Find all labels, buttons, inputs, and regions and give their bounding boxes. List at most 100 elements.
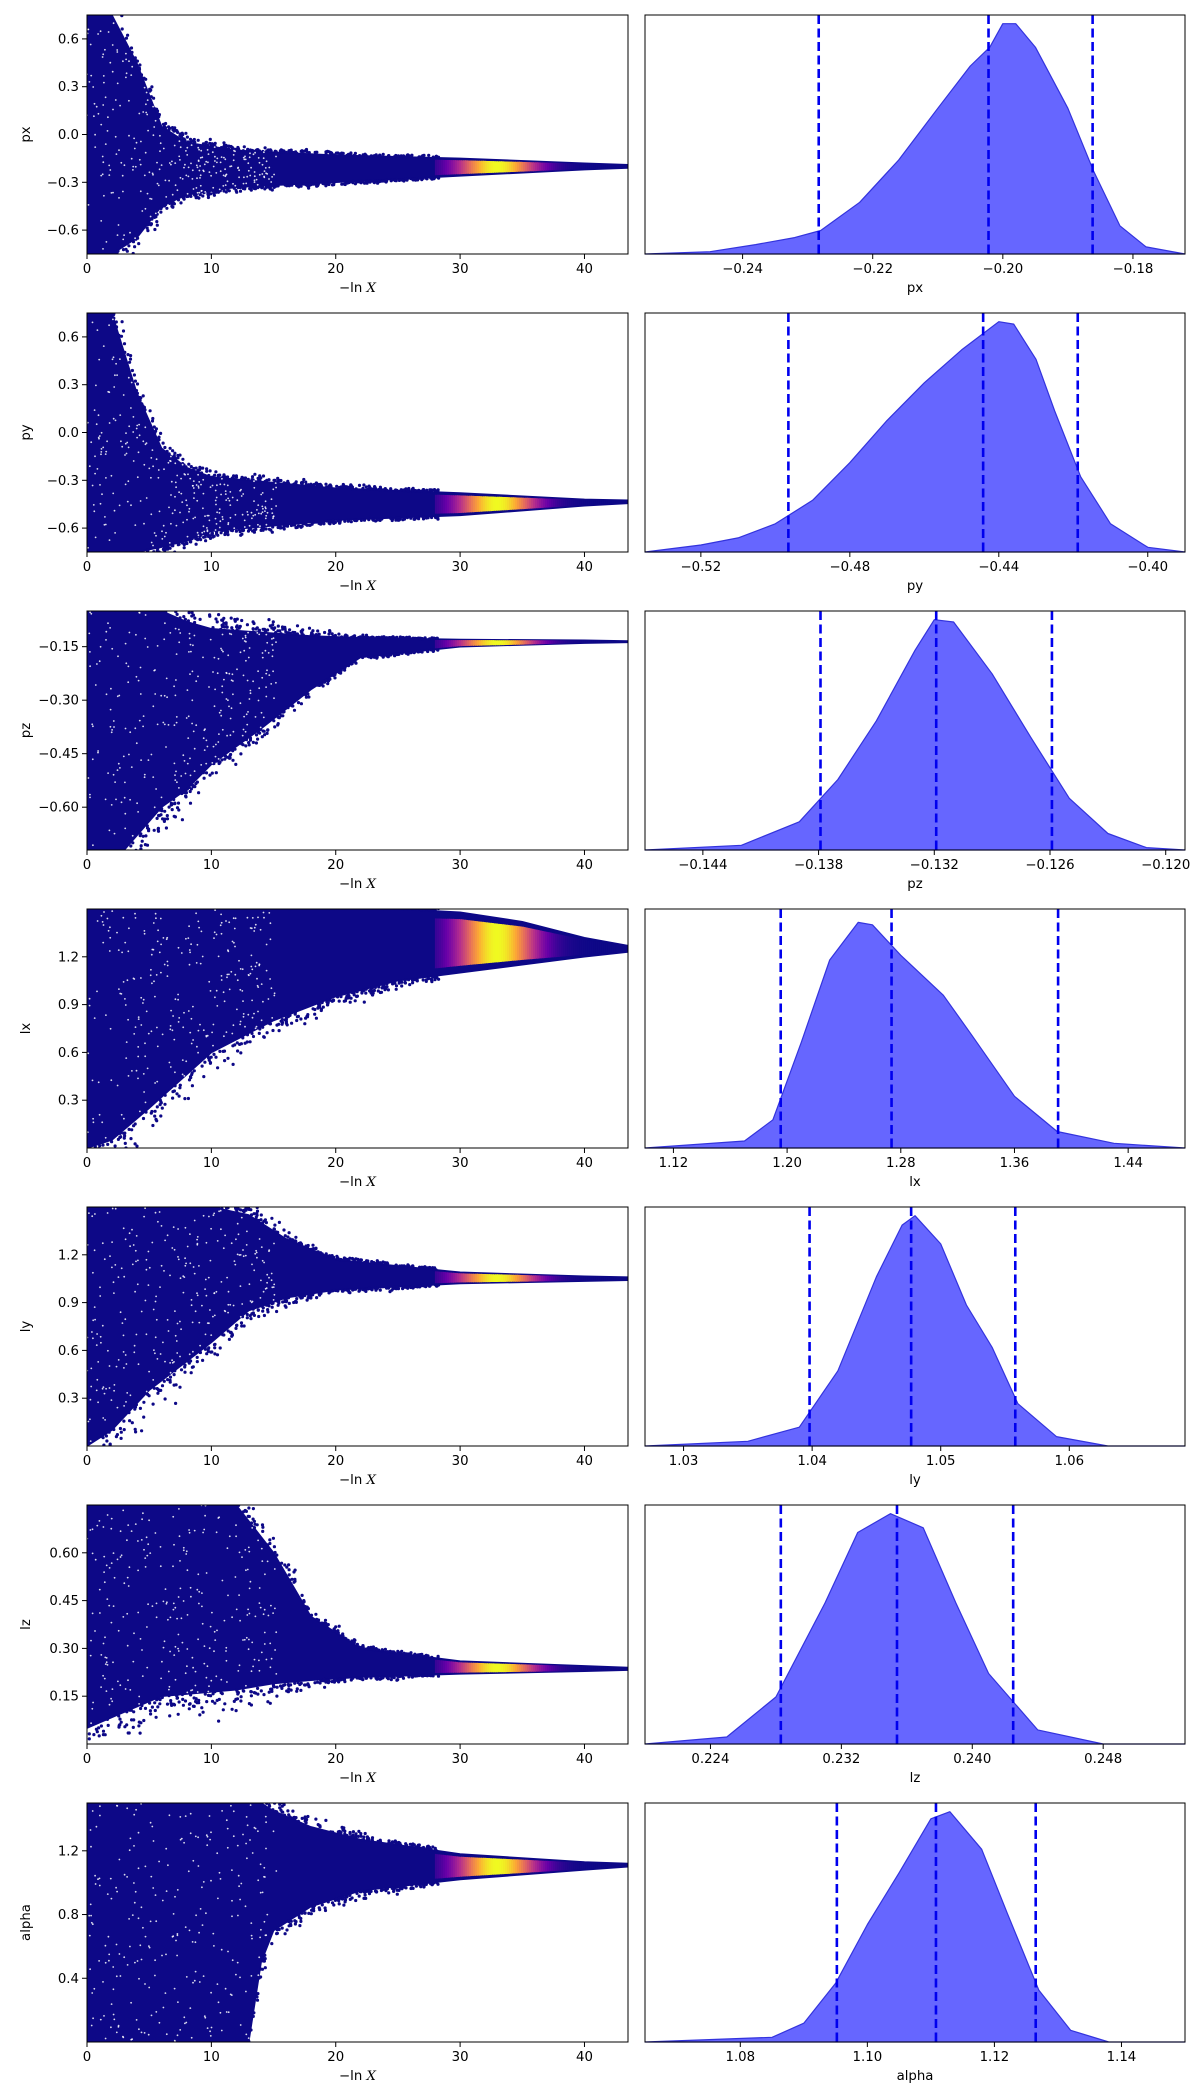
trace-point xyxy=(122,1419,126,1423)
trace-gap xyxy=(122,394,125,396)
trace-gap xyxy=(94,536,97,539)
trace-point xyxy=(324,1680,328,1684)
trace-gap xyxy=(94,1213,96,1215)
trace-gap xyxy=(223,1309,226,1312)
trace-point xyxy=(367,1286,371,1290)
trace-gap xyxy=(188,925,191,928)
trace-point xyxy=(261,474,266,478)
trace-gap xyxy=(214,155,216,158)
trace-point xyxy=(271,623,275,627)
trace-gap xyxy=(155,974,158,976)
trace-gap xyxy=(189,774,192,777)
trace-gap xyxy=(258,1659,260,1662)
trace-gap xyxy=(148,1266,151,1269)
y-tick-label: 1.2 xyxy=(58,950,79,965)
trace-gap xyxy=(145,91,148,94)
trace-gap xyxy=(227,497,230,500)
trace-gap xyxy=(257,699,260,702)
trace-gap xyxy=(215,743,217,746)
trace-point xyxy=(239,1051,243,1055)
trace-point xyxy=(198,467,202,471)
trace-point xyxy=(267,527,271,531)
trace-gap xyxy=(152,465,155,468)
trace-gap xyxy=(109,61,112,64)
trace-gap xyxy=(167,461,170,464)
trace-point xyxy=(269,185,273,189)
trace-point xyxy=(375,518,380,522)
trace-point xyxy=(404,636,408,640)
trace-gap xyxy=(143,1091,146,1093)
trace-gap xyxy=(151,449,154,451)
trace-gap xyxy=(259,928,262,931)
trace-point xyxy=(293,1568,297,1572)
trace-point xyxy=(122,342,127,346)
trace-point xyxy=(337,1677,342,1682)
trace-gap xyxy=(145,1536,148,1539)
trace-gap xyxy=(185,937,187,940)
trace-gap xyxy=(199,174,202,177)
trace-point xyxy=(353,518,357,523)
trace-gap xyxy=(127,1524,130,1526)
trace-gap xyxy=(271,1286,274,1289)
trace-point xyxy=(127,1127,131,1131)
trace-envelope xyxy=(87,1207,628,1446)
trace-gap xyxy=(177,946,180,949)
trace-gap xyxy=(216,1629,218,1632)
trace-gap xyxy=(137,1611,140,1614)
trace-gap xyxy=(269,1666,272,1669)
trace-point xyxy=(221,528,225,533)
trace-gap xyxy=(185,1262,188,1265)
trace-point xyxy=(137,1724,141,1728)
trace-gap xyxy=(198,191,201,194)
trace-gap xyxy=(185,150,187,152)
trace-point xyxy=(324,1818,328,1822)
trace-point xyxy=(393,178,397,183)
trace-point xyxy=(185,194,189,198)
trace-point xyxy=(329,484,333,488)
trace-point xyxy=(154,1715,158,1719)
trace-point xyxy=(431,649,435,654)
trace-gap xyxy=(93,115,95,118)
trace-gap xyxy=(172,1565,174,1568)
trace-gap xyxy=(134,237,137,240)
trace-point xyxy=(410,978,415,982)
trace-gap xyxy=(241,1303,244,1305)
trace-gap xyxy=(260,512,263,515)
trace-point xyxy=(187,785,191,790)
trace-point xyxy=(243,476,248,480)
trace-gap xyxy=(176,474,179,477)
trace-gap xyxy=(117,224,120,226)
trace-point xyxy=(142,1400,146,1404)
trace-gap xyxy=(215,1531,218,1534)
trace-gap xyxy=(215,503,217,506)
trace-gap xyxy=(147,1032,150,1035)
trace-gap xyxy=(143,1215,146,1218)
trace-gap xyxy=(251,999,254,1002)
trace-point xyxy=(180,131,184,135)
trace-point xyxy=(153,430,157,435)
trace-point xyxy=(289,523,293,528)
trace-point xyxy=(252,1691,256,1695)
trace-point xyxy=(311,182,315,186)
trace-gap xyxy=(102,248,104,250)
trace-gap xyxy=(221,633,224,636)
trace-point xyxy=(261,1525,265,1529)
trace-gap xyxy=(90,1722,92,1725)
trace-point xyxy=(180,541,185,545)
trace-point xyxy=(319,485,323,489)
trace-point xyxy=(327,632,331,636)
trace-gap xyxy=(186,762,189,765)
trace-point xyxy=(150,85,154,89)
trace-gap xyxy=(163,1640,166,1643)
trace-gap xyxy=(210,174,213,177)
trace-point xyxy=(200,1706,204,1710)
trace-gap xyxy=(254,965,257,968)
trace-gap xyxy=(193,747,196,750)
trace-point xyxy=(362,988,366,992)
trace-point xyxy=(304,183,308,187)
trace-gap xyxy=(114,135,117,138)
trace-gap xyxy=(132,431,135,433)
trace-gap xyxy=(126,1576,129,1579)
trace-gap xyxy=(186,154,189,156)
